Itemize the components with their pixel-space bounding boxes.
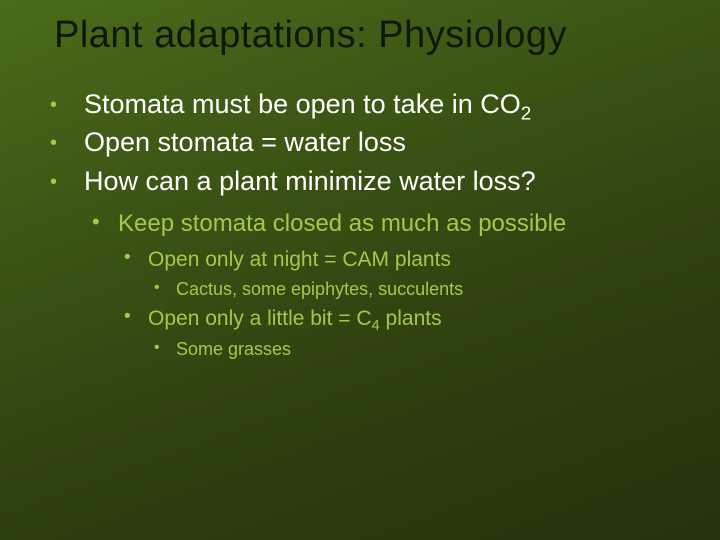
slide-title: Plant adaptations: Physiology [54,14,567,57]
bullet-text: plants [380,307,442,330]
bullet-list-lvl3: Open only at night = CAM plants Cactus, … [118,245,690,362]
bullet-list-lvl4: Some grasses [148,336,690,362]
list-item: Some grasses [148,336,690,362]
list-item: Open only a little bit = C4 plants Some … [118,304,690,361]
list-item: Stomata must be open to take in CO2 [44,86,690,122]
bullet-list-lvl4: Cactus, some epiphytes, succulents [148,276,690,302]
bullet-text: Open stomata = water loss [84,127,406,157]
subscript: 4 [372,319,380,335]
subscript: 2 [521,103,532,124]
bullet-text: Stomata must be open to take in CO [84,89,521,119]
bullet-text: Cactus, some epiphytes, succulents [176,279,463,299]
bullet-text: Some grasses [176,339,291,359]
bullet-list-lvl2: Keep stomata closed as much as possible … [84,207,690,362]
bullet-text: Keep stomata closed as much as possible [118,210,566,237]
list-item: Cactus, some epiphytes, succulents [148,276,690,302]
bullet-text: Open only at night = CAM plants [148,248,451,271]
bullet-text: Open only a little bit = C [148,307,372,330]
list-item: How can a plant minimize water loss? Kee… [44,163,690,362]
slide-content: Stomata must be open to take in CO2 Open… [44,86,690,366]
bullet-text: How can a plant minimize water loss? [84,166,536,196]
bullet-list-lvl1: Stomata must be open to take in CO2 Open… [44,86,690,362]
list-item: Open stomata = water loss [44,124,690,160]
list-item: Open only at night = CAM plants Cactus, … [118,245,690,302]
slide: Plant adaptations: Physiology Stomata mu… [0,0,720,540]
list-item: Keep stomata closed as much as possible … [84,207,690,362]
